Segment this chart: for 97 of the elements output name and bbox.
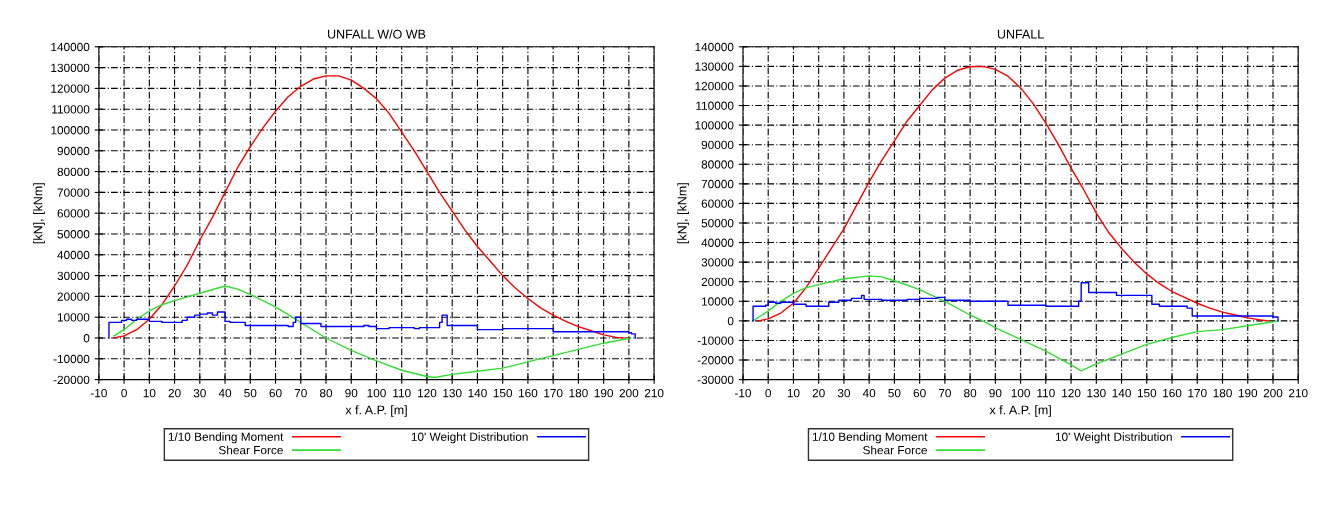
- x-tick-label: 80: [964, 388, 977, 398]
- y-tick-label: 20000: [701, 277, 734, 287]
- x-tick-label: 110: [393, 388, 411, 398]
- y-tick-label: 20000: [57, 292, 90, 301]
- x-tick-label: 80: [319, 388, 333, 398]
- x-tick-label: 10: [787, 388, 800, 398]
- y-tick-label: 10000: [57, 313, 90, 322]
- x-tick-label: 150: [1137, 388, 1157, 398]
- y-tick-label: 140000: [51, 42, 90, 52]
- x-tick-label: 130: [1087, 388, 1106, 398]
- x-tick-label: 180: [1213, 388, 1232, 398]
- y-axis-title: [kN], [kNm]: [33, 183, 45, 244]
- x-tick-label: 10: [143, 388, 156, 398]
- x-tick-label: -10: [734, 388, 752, 398]
- legend-label: 1/10 Bending Moment: [168, 432, 284, 444]
- line-series: [113, 285, 630, 379]
- y-tick-label: 40000: [57, 250, 90, 260]
- y-tick-label: 140000: [695, 42, 734, 52]
- x-tick-label: 160: [518, 388, 538, 398]
- y-tick-label: 120000: [695, 81, 734, 91]
- y-tick-label: -10000: [53, 354, 90, 364]
- y-tick-label: 70000: [57, 188, 90, 197]
- x-tick-label: 50: [888, 388, 901, 398]
- y-tick-label: 70000: [701, 179, 734, 189]
- x-tick-label: 170: [544, 388, 563, 398]
- x-tick-label: 160: [1163, 388, 1182, 398]
- y-tick-label: 110000: [696, 101, 734, 110]
- legend-label: 10' Weight Distribution: [411, 432, 528, 444]
- legend-label: Shear Force: [863, 445, 927, 455]
- y-tick-label: 0: [83, 334, 90, 343]
- y-tick-label: -30000: [697, 375, 734, 384]
- x-tick-label: 90: [345, 388, 358, 398]
- x-tick-label: 100: [367, 388, 386, 398]
- x-tick-label: 100: [1011, 388, 1030, 398]
- x-tick-label: 50: [244, 388, 257, 398]
- x-tick-label: 140: [468, 388, 487, 398]
- x-tick-label: 0: [121, 388, 127, 398]
- y-tick-label: 110000: [52, 105, 90, 114]
- x-tick-label: 30: [193, 388, 206, 398]
- x-tick-label: 190: [1238, 388, 1258, 398]
- line-series: [757, 65, 1269, 322]
- x-tick-label: 20: [812, 388, 825, 398]
- y-tick-label: 50000: [57, 230, 90, 239]
- y-tick-label: -20000: [697, 356, 734, 365]
- x-tick-label: 20: [168, 388, 181, 398]
- x-tick-label: 210: [644, 388, 664, 398]
- x-tick-label: 210: [1288, 388, 1308, 398]
- y-tick-label: 130000: [695, 62, 734, 71]
- line-series: [752, 275, 1279, 372]
- x-tick-label: 190: [594, 388, 614, 398]
- x-tick-label: 60: [269, 388, 282, 398]
- y-tick-label: 0: [727, 316, 734, 326]
- x-tick-label: 120: [418, 388, 437, 398]
- x-axis-title: x f. A.P. [m]: [989, 405, 1051, 417]
- x-tick-label: 200: [1263, 388, 1283, 398]
- y-tick-label: 60000: [57, 209, 90, 218]
- y-tick-label: 100000: [695, 121, 734, 130]
- x-tick-label: -10: [90, 388, 107, 398]
- y-tick-label: 60000: [701, 199, 734, 208]
- y-tick-label: 80000: [57, 167, 90, 176]
- y-tick-label: 50000: [701, 219, 734, 228]
- x-tick-label: 130: [443, 388, 462, 398]
- y-tick-label: 30000: [701, 258, 734, 267]
- x-tick-label: 150: [493, 388, 513, 398]
- chart-title: UNFALL: [997, 29, 1044, 39]
- x-tick-label: 170: [1188, 388, 1207, 398]
- legend-label: 10' Weight Distribution: [1055, 432, 1172, 444]
- y-axis-title: [kN], [kNm]: [677, 183, 689, 244]
- chart-title: UNFALL W/O WB: [328, 29, 426, 39]
- x-tick-label: 200: [619, 388, 639, 398]
- y-tick-label: 30000: [57, 271, 90, 280]
- x-tick-label: 140: [1112, 388, 1131, 398]
- x-tick-label: 70: [938, 388, 951, 398]
- y-tick-label: 90000: [701, 140, 734, 150]
- x-tick-label: 40: [218, 388, 232, 398]
- x-tick-label: 30: [837, 388, 851, 398]
- x-tick-label: 180: [569, 388, 588, 398]
- y-tick-label: -10000: [697, 336, 734, 345]
- y-tick-label: 130000: [51, 63, 90, 72]
- legend-label: Shear Force: [218, 445, 283, 455]
- y-tick-label: 80000: [701, 160, 734, 169]
- y-tick-label: 90000: [57, 146, 90, 156]
- y-tick-label: 120000: [51, 84, 90, 93]
- legend-label: 1/10 Bending Moment: [812, 432, 928, 444]
- x-tick-label: 70: [294, 388, 307, 398]
- x-axis-title: x f. A.P. [m]: [345, 405, 407, 417]
- y-tick-label: 100000: [51, 126, 90, 135]
- x-tick-label: 90: [989, 388, 1002, 398]
- x-tick-label: 60: [913, 388, 926, 398]
- y-tick-label: -20000: [53, 375, 90, 384]
- y-tick-label: 40000: [701, 238, 734, 247]
- x-tick-label: 40: [862, 388, 876, 398]
- line-series: [113, 75, 625, 339]
- x-tick-label: 120: [1062, 388, 1081, 398]
- x-tick-label: 0: [765, 388, 772, 398]
- y-tick-label: 10000: [702, 297, 734, 306]
- x-tick-label: 110: [1037, 388, 1055, 398]
